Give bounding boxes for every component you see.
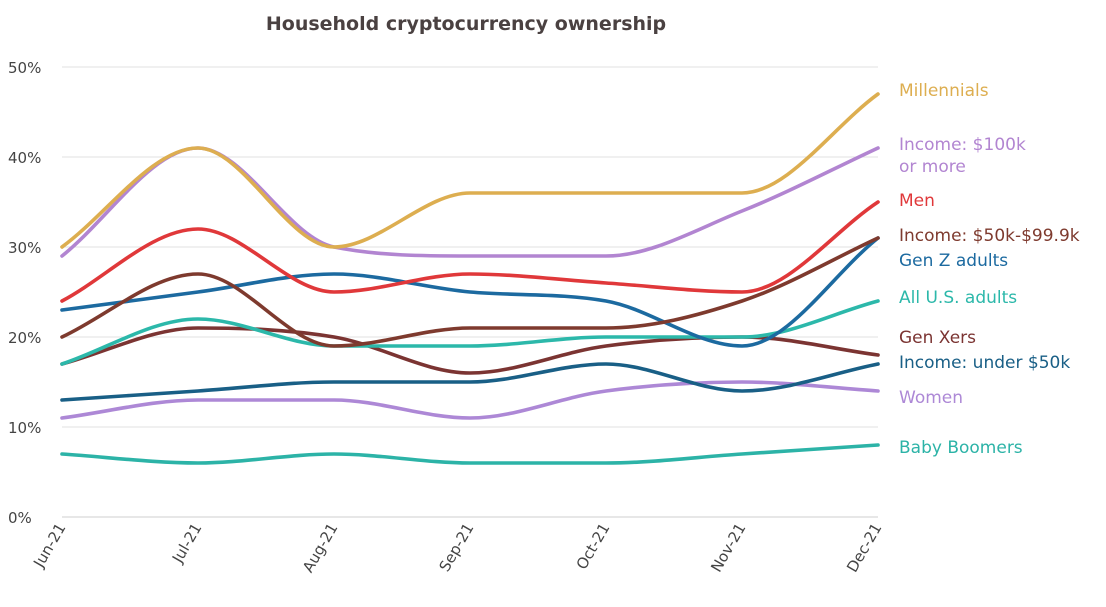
series-line-baby-boomers xyxy=(60,443,880,465)
x-tick-label: Jul-21 xyxy=(168,520,205,567)
series-line-all-u-s-adults xyxy=(60,299,880,366)
y-tick-label: 0% xyxy=(8,509,32,527)
x-tick-label: Oct-21 xyxy=(573,520,614,573)
y-tick-label: 50% xyxy=(8,59,41,77)
y-tick-label: 40% xyxy=(8,149,41,167)
y-axis-ticks: 0% 10% 20% 30% 40% 50% xyxy=(8,59,41,527)
series-label-millennials: Millennials xyxy=(899,81,989,101)
series-label-income-100k-or-more: Income: $100k xyxy=(899,135,1026,155)
x-tick-label: Aug-21 xyxy=(299,520,341,576)
series-label-baby-boomers: Baby Boomers xyxy=(899,438,1023,458)
x-axis-ticks: Jun-21 Jul-21 Aug-21 Sep-21 Oct-21 Nov-21 Dec-… xyxy=(29,520,885,576)
series-labels: Baby Boomers Women Income: under $50k Gen X… xyxy=(899,81,1080,458)
series-label-men: Men xyxy=(899,191,935,211)
gridlines xyxy=(62,66,878,518)
series-line-millennials xyxy=(60,92,880,249)
series-label-income-100k-or-more: or more xyxy=(899,157,966,177)
series-label-income-under-50k: Income: under $50k xyxy=(899,353,1070,373)
series-lines xyxy=(60,92,880,465)
x-tick-label: Dec-21 xyxy=(843,520,885,575)
series-label-gen-z-adults: Gen Z adults xyxy=(899,251,1008,271)
x-tick-label: Sep-21 xyxy=(435,520,477,575)
series-line-income-under-50k xyxy=(60,362,880,402)
series-line-income-50k-99-9k xyxy=(60,236,880,348)
series-label-gen-xers: Gen Xers xyxy=(899,328,976,348)
chart-title: Household cryptocurrency ownership xyxy=(266,13,666,35)
y-tick-label: 10% xyxy=(8,419,41,437)
series-line-gen-z-adults xyxy=(60,236,880,348)
series-line-women xyxy=(60,380,880,420)
y-tick-label: 30% xyxy=(8,239,41,257)
x-tick-label: Nov-21 xyxy=(707,520,749,575)
x-tick-label: Jun-21 xyxy=(29,520,69,571)
y-tick-label: 20% xyxy=(8,329,41,347)
series-label-all-u-s-adults: All U.S. adults xyxy=(899,288,1017,308)
series-line-men xyxy=(60,200,880,303)
series-line-income-100k-or-more xyxy=(60,146,880,258)
series-label-women: Women xyxy=(899,388,963,408)
series-label-income-50k-99-9k: Income: $50k-$99.9k xyxy=(899,226,1080,246)
